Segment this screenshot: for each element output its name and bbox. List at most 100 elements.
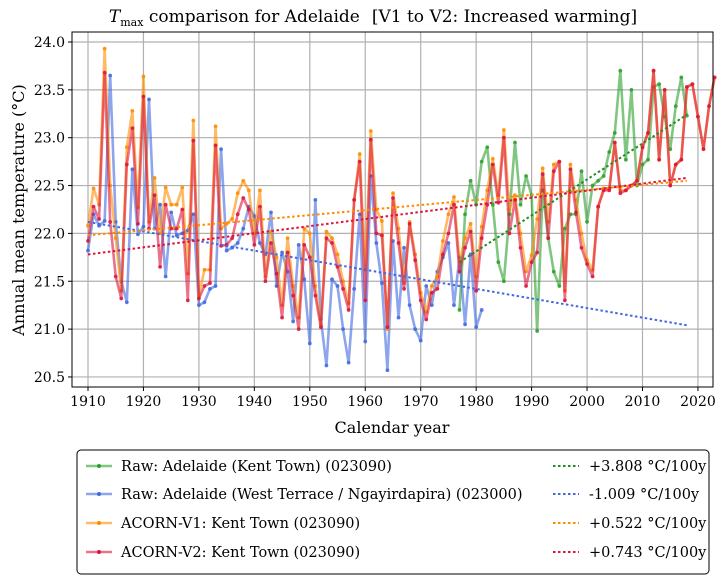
y-tick-label: 22.5 (34, 179, 65, 195)
data-point (585, 262, 589, 266)
data-point (407, 221, 412, 226)
data-point (307, 341, 312, 346)
data-point (169, 210, 174, 215)
data-point (646, 157, 650, 162)
plot-frame (71, 31, 714, 388)
data-point (130, 126, 135, 131)
data-point (424, 317, 429, 322)
y-tick-label: 22.0 (34, 226, 65, 242)
legend-label: -1.009 °C/100y (589, 487, 700, 503)
data-point (318, 325, 323, 330)
data-point (335, 284, 340, 288)
data-point (257, 204, 262, 209)
data-point (679, 157, 684, 162)
data-point (174, 233, 179, 238)
data-point (479, 236, 484, 241)
data-point (490, 162, 495, 167)
data-point (385, 368, 390, 373)
data-point (102, 219, 107, 223)
data-point (296, 242, 301, 247)
data-point (241, 178, 246, 183)
legend: Raw: Adelaide (Kent Town) (023090) Raw: A… (76, 449, 710, 575)
data-point (330, 241, 334, 245)
data-point (468, 221, 473, 226)
data-point (529, 253, 534, 258)
data-point (529, 260, 534, 265)
x-tick-label: 1950 (292, 394, 328, 410)
legend-label: Raw: Adelaide (Kent Town) (023090) (121, 459, 392, 475)
data-point (158, 264, 162, 269)
data-point (136, 232, 140, 237)
data-point (501, 135, 506, 140)
data-point (368, 137, 373, 142)
data-point (246, 188, 251, 193)
x-tick-label: 1910 (70, 394, 106, 410)
data-point (707, 104, 711, 109)
x-tick-label: 1920 (126, 394, 162, 410)
data-point (363, 339, 368, 344)
legend-label: +0.743 °C/100y (589, 545, 707, 561)
data-point (274, 271, 279, 276)
data-point (280, 250, 284, 255)
data-point (429, 303, 434, 308)
data-point (163, 274, 168, 279)
data-point (213, 143, 218, 148)
data-point (657, 157, 662, 162)
legend-item-series-1: Raw: Adelaide (West Terrace / Ngayirdapi… (86, 487, 523, 503)
data-point (86, 248, 90, 253)
data-point (307, 231, 312, 236)
data-point (285, 236, 290, 241)
data-point (579, 245, 584, 250)
data-point (418, 298, 423, 303)
data-point (590, 183, 595, 188)
data-point (629, 87, 634, 92)
data-point (551, 269, 556, 274)
data-point (701, 147, 706, 152)
data-point (501, 279, 506, 284)
data-point (391, 191, 395, 196)
data-point (197, 296, 201, 301)
data-point (163, 202, 168, 207)
data-point (352, 198, 357, 202)
data-point (158, 202, 162, 207)
data-point (197, 303, 201, 308)
data-point (230, 236, 235, 241)
data-point (452, 202, 456, 207)
data-point (147, 97, 151, 102)
data-point (291, 293, 296, 298)
data-point (263, 279, 268, 284)
data-point (113, 274, 118, 279)
data-point (590, 274, 595, 279)
data-point (612, 140, 617, 145)
data-point (413, 258, 418, 263)
data-point (535, 217, 540, 221)
data-point (141, 224, 146, 229)
data-point (108, 73, 113, 78)
data-point (213, 284, 218, 288)
data-point (191, 118, 196, 123)
data-point (662, 87, 667, 92)
y-tick-label: 23.5 (34, 83, 65, 99)
data-point (224, 248, 229, 253)
data-point (452, 303, 456, 308)
y-tick-label: 20.5 (34, 370, 65, 386)
data-point (213, 124, 218, 129)
data-point (330, 277, 334, 282)
series-layer (86, 46, 717, 373)
data-point (174, 202, 179, 207)
data-point (219, 147, 223, 152)
data-point (302, 242, 307, 247)
data-point (452, 195, 456, 199)
data-point (241, 196, 246, 200)
legend-label: ACORN-V1: Kent Town (023090) (120, 516, 360, 532)
series-3 (86, 68, 717, 331)
data-point (257, 241, 262, 245)
legend-item-trend-0: +3.808 °C/100y (553, 459, 707, 475)
data-point (174, 226, 179, 231)
data-point (352, 287, 357, 291)
data-point (490, 156, 495, 161)
data-point (535, 329, 540, 333)
data-point (479, 308, 484, 312)
data-point (113, 236, 118, 241)
